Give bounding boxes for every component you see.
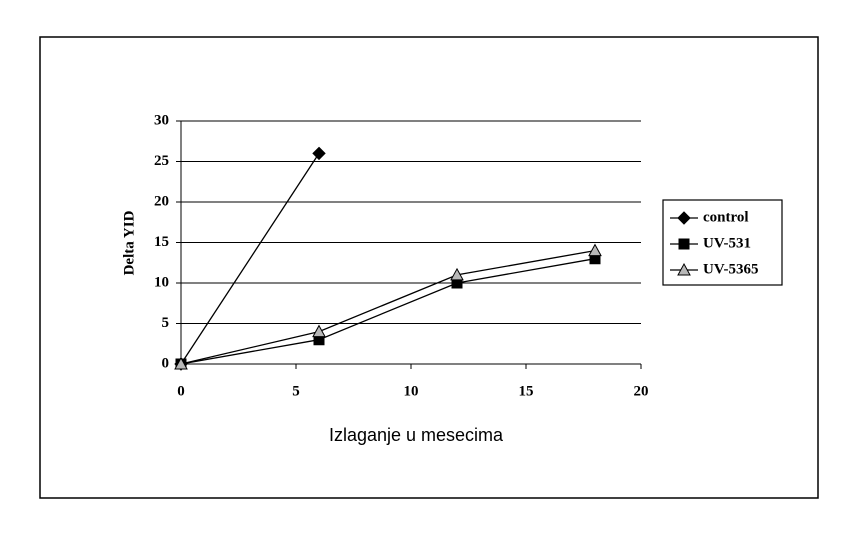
series-line [180,249,596,365]
marker [312,146,326,161]
x-tick-label: 0 [177,383,185,399]
marker [174,356,188,370]
y-tick-label: 10 [154,274,169,290]
y-tick-label: 25 [154,153,169,169]
y-tick-label: 5 [162,315,170,331]
y-tick-label: 30 [154,112,169,128]
legend-marker [677,262,691,276]
y-tick-label: 20 [154,193,169,209]
y-tick-label: 0 [162,355,170,371]
legend-label: control [703,209,749,225]
y-axis-label: Delta YID [121,210,137,275]
y-tick-label: 15 [154,234,169,250]
marker [312,324,326,338]
legend-label: UV-531 [703,235,751,251]
x-axis-label: Izlaganje u mesecima [329,425,504,445]
x-tick-label: 15 [519,383,534,399]
series-line [180,258,596,365]
legend-label: UV-5365 [703,261,759,277]
x-tick-label: 20 [634,383,649,399]
marker [450,267,464,281]
x-tick-label: 10 [404,383,419,399]
marker [588,243,602,257]
legend-marker [677,211,691,225]
legend-marker [678,238,690,250]
x-tick-label: 5 [292,383,300,399]
series-line [180,153,320,365]
